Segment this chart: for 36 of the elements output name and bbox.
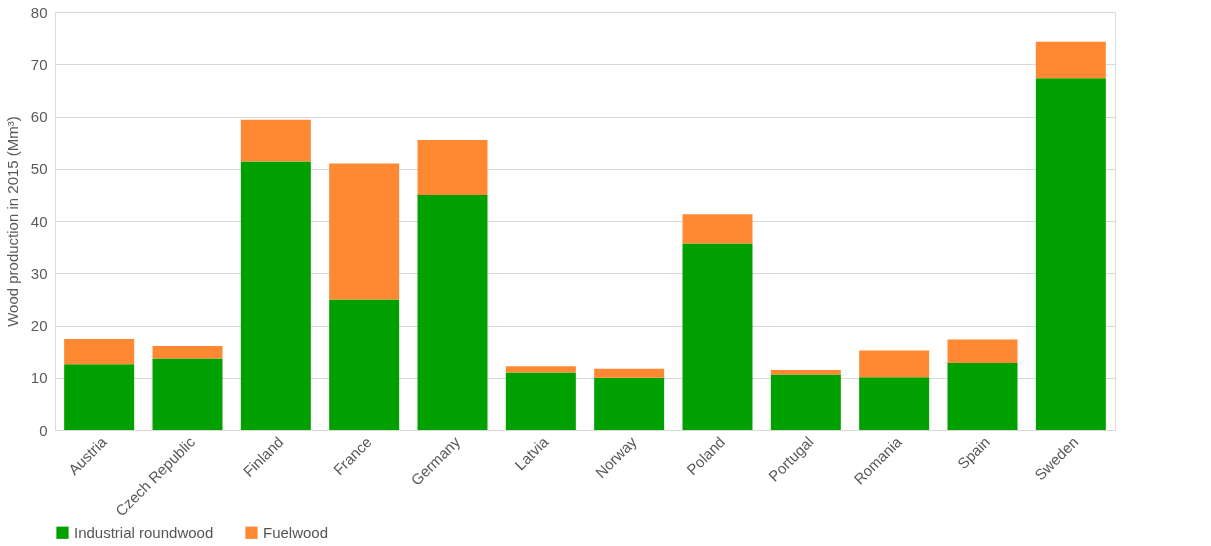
bar [64,364,135,430]
bar [152,345,223,359]
bar [417,140,488,195]
y-axis-title: Wood production in 2015 (Mm³) [3,116,21,327]
legend-label: Industrial roundwood [74,523,214,541]
bar [1035,78,1106,430]
bar [505,372,576,430]
y-tick-label: 80 [30,3,48,21]
bar [859,377,930,430]
y-tick-label: 60 [30,108,48,125]
bar [240,161,311,430]
legend-label: Fuelwood [263,523,329,541]
bar [1035,41,1106,79]
bar [770,369,841,375]
y-tick-label: 40 [30,212,48,230]
y-tick-label: 50 [30,160,48,178]
y-tick-label: 0 [39,421,48,439]
bar [947,363,1018,430]
y-tick-label: 70 [30,55,48,73]
bar [240,119,311,162]
bar [417,194,488,430]
bar [329,299,400,430]
bar [64,339,135,365]
y-tick-label: 20 [30,317,48,334]
bar [859,350,930,378]
bar [505,366,576,373]
bar [770,374,841,430]
y-tick-label: 30 [30,264,48,282]
y-tick-label: 10 [30,369,48,387]
bar [329,163,400,300]
bar [594,368,665,378]
bar [947,339,1018,364]
bar [682,243,753,430]
bar [682,214,753,244]
bar [594,377,665,430]
bar [152,358,223,430]
